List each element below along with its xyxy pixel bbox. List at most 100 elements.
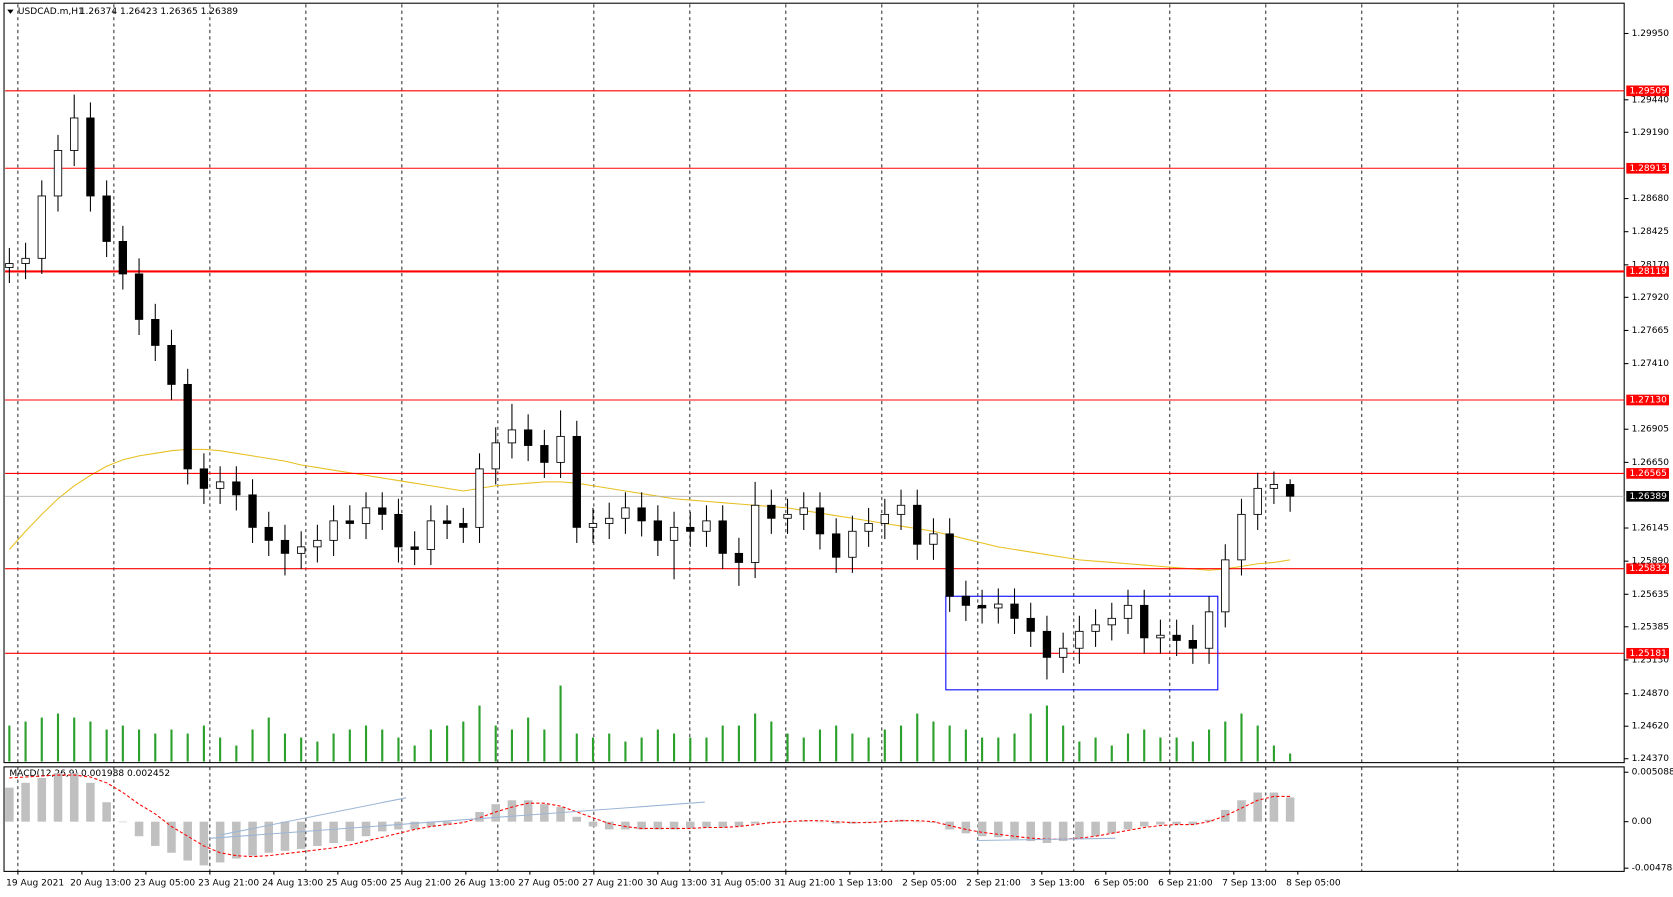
- macd-trendline: [976, 837, 1116, 842]
- volume-bar: [267, 717, 270, 762]
- macd-bar: [961, 821, 971, 834]
- candle-body: [475, 468, 484, 528]
- price-pane: [3, 2, 1625, 764]
- macd-bar: [426, 821, 436, 827]
- candle-body: [410, 546, 419, 550]
- volume-bar: [689, 737, 692, 762]
- macd-bar: [1285, 797, 1295, 822]
- volume-bar: [1013, 733, 1016, 762]
- volume-bar: [1045, 705, 1049, 762]
- macd-bar: [410, 821, 419, 830]
- macd-bar: [345, 821, 355, 842]
- volume-bar: [105, 729, 108, 762]
- macd-bar: [637, 821, 646, 830]
- y-tick-label: 1.28170: [1632, 260, 1670, 270]
- volume-bar: [591, 737, 595, 762]
- macd-bar: [1188, 821, 1198, 825]
- volume-bar: [705, 737, 708, 762]
- y-tick-label: 1.26650: [1632, 458, 1670, 468]
- volume-bar: [202, 725, 205, 762]
- y-tick-label: 1.27665: [1632, 326, 1669, 336]
- volume-bar: [300, 737, 303, 762]
- macd-bar: [215, 821, 225, 863]
- volume-bar: [56, 713, 60, 762]
- volume-bar: [1191, 741, 1194, 762]
- x-tick-label: 30 Aug 13:00: [646, 879, 707, 889]
- y-tick-label: 1.24870: [1632, 689, 1670, 699]
- level-label: 1.25832: [1630, 564, 1667, 574]
- volume-bar: [721, 725, 724, 762]
- volume-bar: [316, 741, 319, 762]
- macd-bar: [702, 821, 711, 828]
- volume-bar: [332, 733, 335, 762]
- candle-body: [977, 604, 987, 609]
- candle-body: [994, 603, 1003, 609]
- candle-body: [929, 533, 938, 545]
- candle-body: [1269, 484, 1279, 489]
- volume-bar: [964, 729, 967, 762]
- candle-body: [37, 195, 46, 259]
- macd-bar: [296, 821, 306, 849]
- current-price-label: 1.26389: [1630, 492, 1668, 502]
- candle-body: [1058, 647, 1068, 658]
- candle-body: [686, 526, 695, 532]
- x-tick-label: 6 Sep 21:00: [1158, 879, 1213, 889]
- x-tick-label: 31 Aug 21:00: [774, 879, 835, 889]
- candle-body: [718, 520, 727, 554]
- macd-bar: [815, 821, 825, 823]
- y-tick-label: 1.27410: [1632, 359, 1670, 369]
- x-tick-label: 23 Aug 21:00: [198, 879, 259, 889]
- volume-bar: [1256, 725, 1259, 762]
- volume-bar: [851, 733, 854, 762]
- volume-bar: [818, 729, 822, 762]
- x-tick-label: 27 Aug 05:00: [518, 879, 579, 889]
- volume-bar: [235, 745, 238, 762]
- macd-bar: [783, 821, 792, 823]
- y-tick-label: 1.29190: [1632, 128, 1670, 138]
- y-tick-label: 1.27920: [1632, 293, 1670, 303]
- y-tick-label: 1.24620: [1632, 722, 1670, 732]
- candle-body: [832, 533, 841, 558]
- volume-bar: [1272, 745, 1275, 762]
- level-label: 1.28913: [1630, 164, 1668, 174]
- macd-pane: [3, 766, 1625, 872]
- candle-body: [232, 481, 241, 496]
- moving-average: [8, 448, 1291, 571]
- macd-bar: [1156, 821, 1165, 825]
- volume-bar: [1159, 737, 1162, 762]
- volume-bar: [575, 733, 578, 762]
- macd-bar: [5, 787, 14, 822]
- x-tick-label: 25 Aug 21:00: [390, 879, 451, 889]
- volume-bar: [429, 729, 432, 762]
- macd-y-tick-label: 0.00: [1632, 817, 1652, 827]
- candle-body: [669, 526, 679, 541]
- volume-bar: [997, 737, 1000, 762]
- candle-body: [556, 435, 565, 463]
- macd-bar: [977, 821, 987, 837]
- candle-body: [750, 504, 760, 563]
- candle-body: [896, 504, 906, 515]
- volume-bar: [1110, 745, 1113, 762]
- candle-body: [297, 546, 306, 554]
- menu-arrow[interactable]: [7, 9, 14, 14]
- volume-bar: [737, 725, 740, 762]
- volume-bar: [1289, 753, 1292, 762]
- candle-body: [426, 520, 436, 550]
- candle-body: [1042, 630, 1052, 658]
- candle-body: [1156, 634, 1165, 639]
- candle-body: [1253, 487, 1262, 515]
- candle-body: [961, 595, 971, 606]
- candle-body: [215, 481, 225, 489]
- macd-trendline: [209, 801, 705, 839]
- candle-body: [1188, 640, 1198, 649]
- y-tick-label: 1.25130: [1632, 655, 1670, 665]
- macd-bar: [621, 821, 630, 830]
- candle-body: [507, 429, 517, 444]
- macd-bar: [248, 821, 257, 856]
- macd-bar: [1107, 821, 1117, 834]
- volume-bar: [73, 717, 76, 762]
- volume-bar: [89, 721, 92, 762]
- x-tick-label: 1 Sep 13:00: [838, 879, 893, 889]
- candle-body: [1237, 513, 1246, 561]
